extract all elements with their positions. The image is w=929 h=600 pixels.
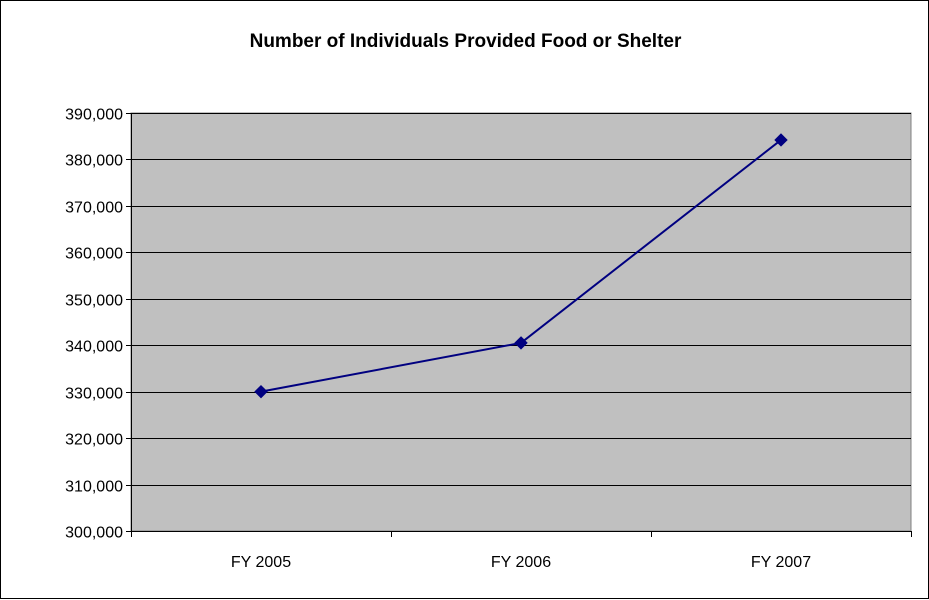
x-axis-tick-labels: FY 2005 FY 2006 FY 2007	[231, 554, 811, 571]
plot-area	[131, 113, 911, 531]
y-tick-label: 390,000	[65, 107, 123, 124]
x-tick-label: FY 2006	[491, 554, 551, 571]
y-tick-label: 350,000	[65, 293, 123, 310]
x-tick-label: FY 2005	[231, 554, 291, 571]
y-tick-label: 380,000	[65, 153, 123, 170]
y-tick-label: 360,000	[65, 246, 123, 263]
y-tick-label: 310,000	[65, 479, 123, 496]
y-tick-label: 370,000	[65, 200, 123, 217]
y-tick-label: 330,000	[65, 386, 123, 403]
y-tick-label: 320,000	[65, 432, 123, 449]
y-tick-label: 300,000	[65, 525, 123, 542]
x-tick-label: FY 2007	[751, 554, 811, 571]
y-axis-tick-labels: 300,000 310,000 320,000 330,000 340,000 350,0…	[65, 107, 123, 542]
y-tick-label: 340,000	[65, 339, 123, 356]
